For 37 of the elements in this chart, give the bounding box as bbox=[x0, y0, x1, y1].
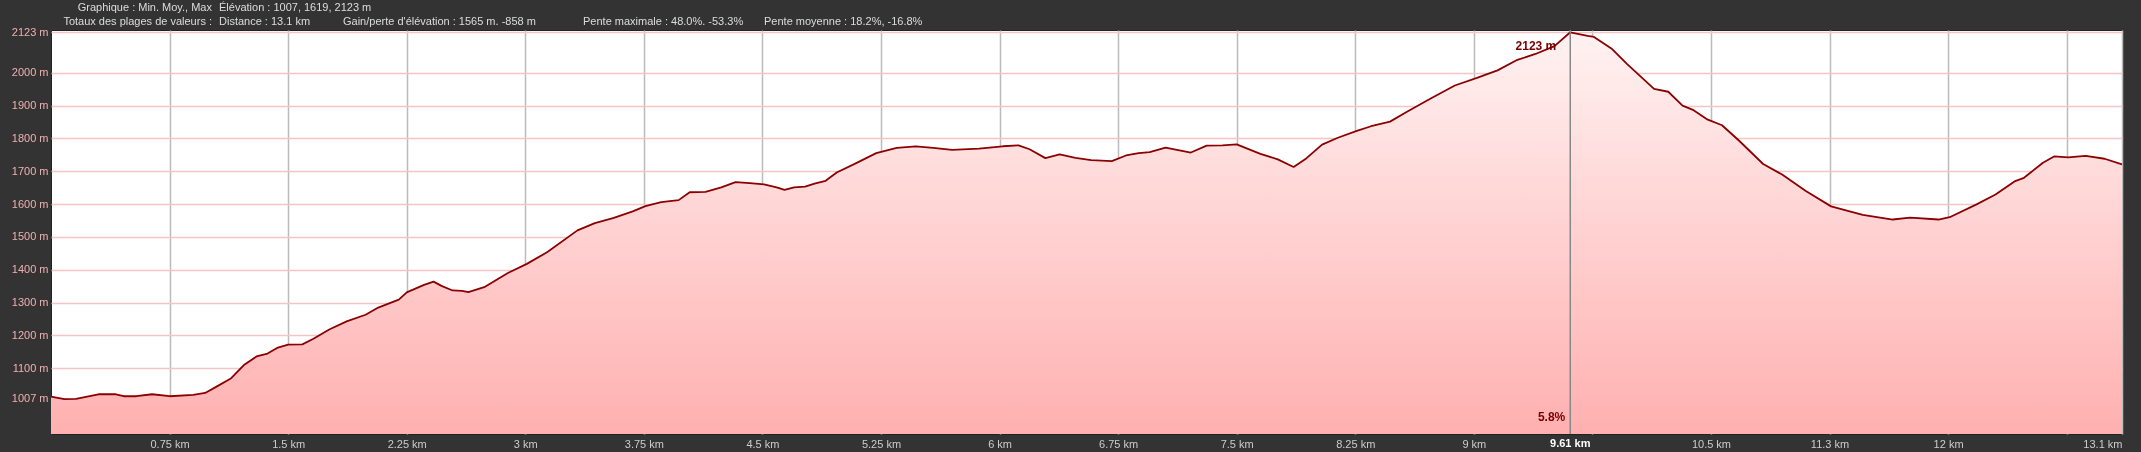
x-tick-label: 6.75 km bbox=[1099, 437, 1139, 450]
y-tick-label: 2000 m bbox=[11, 66, 49, 79]
ref-line-label: 9.61 km bbox=[1550, 437, 1591, 449]
y-tick-label: 1500 m bbox=[11, 230, 49, 243]
y-tick-label: 1400 m bbox=[11, 263, 49, 276]
x-tick-label: 12 km bbox=[1933, 437, 1964, 450]
y-tick-label: 2123 m bbox=[11, 25, 49, 38]
x-tick-label: 10.5 km bbox=[1691, 437, 1732, 450]
x-tick-label: 3 km bbox=[513, 437, 538, 450]
x-tick-label: 9 km bbox=[1462, 437, 1487, 450]
x-tick-label: 0.75 km bbox=[150, 437, 190, 450]
text: Distance : 13.1 km bbox=[219, 15, 311, 27]
x-tick-label: 2.25 km bbox=[387, 437, 427, 450]
text: Gain/perte d'élévation : 1565 m. -858 m bbox=[343, 15, 536, 27]
y-tick-label: 1600 m bbox=[11, 197, 49, 210]
text: Pente moyenne : 18.2%, -16.8% bbox=[764, 15, 923, 27]
x-tick-label: 13.1 km bbox=[2083, 437, 2123, 450]
text: Pente maximale : 48.0%. -53.3% bbox=[583, 15, 744, 27]
x-tick-label: 11.3 km bbox=[1810, 437, 1850, 450]
x-tick-label: 8.25 km bbox=[1336, 437, 1376, 450]
y-tick-label: 1007 m bbox=[11, 392, 49, 405]
x-tick-label: 3.75 km bbox=[624, 437, 664, 450]
y-tick-label: 1300 m bbox=[11, 296, 49, 309]
x-tick-label: 4.5 km bbox=[746, 437, 780, 450]
y-tick-label: 1700 m bbox=[11, 164, 49, 177]
text: Élévation : 1007, 1619, 2123 m bbox=[219, 1, 372, 13]
x-tick-label: 1.5 km bbox=[272, 437, 306, 450]
y-tick-label: 1100 m bbox=[12, 361, 49, 374]
x-tick-label: 5.25 km bbox=[861, 437, 902, 450]
x-tick-label: 7.5 km bbox=[1220, 437, 1254, 450]
x-tick-label: 6 km bbox=[988, 437, 1012, 450]
annotation: 5.8% bbox=[1537, 410, 1566, 424]
text: Graphique : Min. Moy., Max bbox=[77, 1, 213, 13]
y-tick-label: 1200 m bbox=[11, 328, 49, 341]
y-tick-label: 1800 m bbox=[11, 131, 49, 144]
y-tick-label: 1900 m bbox=[11, 99, 49, 112]
text: Totaux des plages de valeurs : bbox=[63, 15, 212, 27]
